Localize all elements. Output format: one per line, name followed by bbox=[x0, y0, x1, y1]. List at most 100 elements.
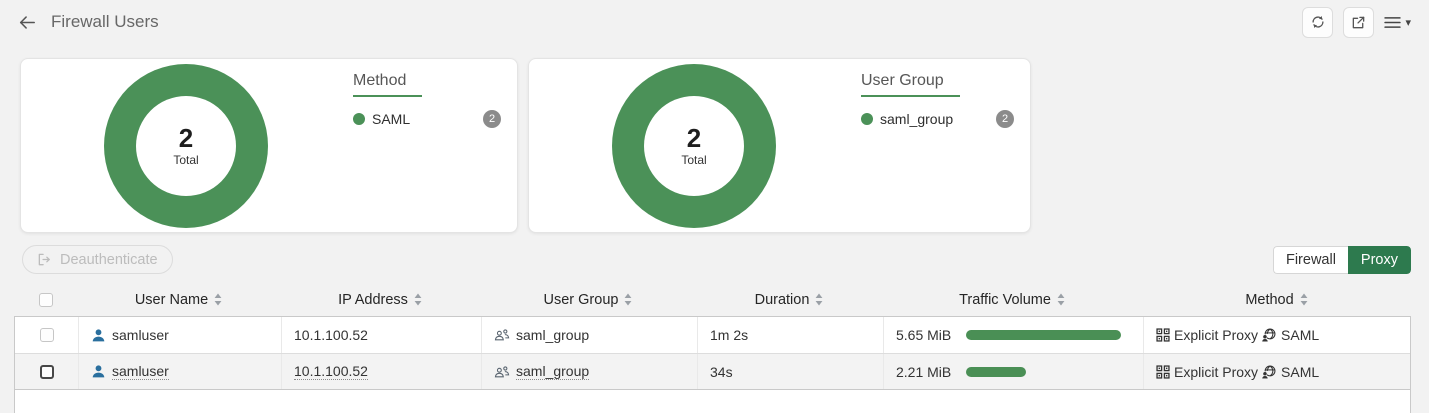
row-checkbox-cell bbox=[15, 317, 78, 353]
user-group-donut-center: 2 Total bbox=[644, 95, 744, 196]
user-group-cell: saml_group bbox=[481, 317, 697, 353]
caret-down-icon: ▾ bbox=[1405, 16, 1411, 29]
ip-address-value[interactable]: 10.1.100.52 bbox=[294, 327, 368, 343]
select-all-checkbox-cell bbox=[14, 292, 77, 307]
open-in-new-window-button[interactable] bbox=[1343, 6, 1375, 38]
sort-icon[interactable] bbox=[624, 293, 632, 306]
summary-cards: 2 Total Method SAML 2 2 Total User bbox=[20, 58, 1429, 233]
deauthenticate-label: Deauthenticate bbox=[60, 251, 158, 268]
duration-value: 34s bbox=[710, 363, 733, 380]
table-row[interactable]: samluser 10.1.100.52 saml_group 34s 2.21… bbox=[15, 353, 1410, 389]
row-checkbox[interactable] bbox=[39, 328, 54, 342]
hamburger-icon bbox=[1384, 16, 1402, 29]
user-group-donut-area: 2 Total bbox=[529, 59, 859, 232]
duration-value: 1m 2s bbox=[710, 327, 749, 343]
traffic-volume-cell: 2.21 MiB bbox=[883, 354, 1143, 389]
traffic-volume-value: 5.65 MiB bbox=[896, 327, 952, 343]
method-donut-area: 2 Total bbox=[21, 59, 351, 232]
traffic-bar-track bbox=[966, 330, 1121, 340]
column-header-ip-address[interactable]: IP Address bbox=[280, 292, 480, 308]
method-total-value: 2 bbox=[178, 122, 194, 153]
menu-button[interactable]: ▾ bbox=[1384, 16, 1411, 29]
user-group-cell: saml_group bbox=[481, 354, 697, 389]
arrow-left-icon bbox=[18, 15, 36, 30]
ip-address-cell: 10.1.100.52 bbox=[281, 317, 481, 353]
globe-user-icon bbox=[1261, 328, 1277, 342]
back-button[interactable] bbox=[16, 13, 38, 32]
method-auth: SAML bbox=[1261, 364, 1319, 380]
method-auth: SAML bbox=[1261, 327, 1319, 343]
legend-count-badge: 2 bbox=[996, 110, 1014, 128]
table-empty-area bbox=[14, 390, 1411, 413]
firewall-proxy-toggle: Firewall Proxy bbox=[1272, 245, 1411, 274]
grid-icon bbox=[1156, 364, 1170, 379]
user-group-icon bbox=[494, 328, 510, 342]
user-name-cell: samluser bbox=[78, 317, 281, 353]
sort-icon[interactable] bbox=[414, 293, 422, 306]
method-donut-chart[interactable]: 2 Total bbox=[104, 63, 268, 228]
table-toolbar: Deauthenticate Firewall Proxy bbox=[22, 245, 1411, 274]
table-header-row: User Name IP Address User Group Duration… bbox=[14, 283, 1411, 316]
method-total-label: Total bbox=[173, 152, 199, 167]
method-legend-title: Method bbox=[353, 72, 423, 97]
table-row[interactable]: samluser 10.1.100.52 saml_group 1m 2s 5.… bbox=[15, 317, 1410, 353]
method-auth-label: SAML bbox=[1281, 327, 1320, 343]
method-auth-label: SAML bbox=[1281, 363, 1320, 380]
traffic-volume-bar bbox=[966, 366, 1027, 377]
toggle-proxy-button[interactable]: Proxy bbox=[1347, 245, 1411, 274]
method-legend-item-saml[interactable]: SAML 2 bbox=[353, 110, 501, 128]
method-cell: Explicit Proxy SAML bbox=[1143, 317, 1412, 353]
table-body: samluser 10.1.100.52 saml_group 1m 2s 5.… bbox=[14, 316, 1411, 390]
duration-cell: 1m 2s bbox=[697, 317, 883, 353]
grid-icon bbox=[1156, 328, 1170, 342]
method-legend: Method SAML 2 bbox=[351, 59, 517, 232]
user-group-total-value: 2 bbox=[686, 122, 702, 153]
method-proxy: Explicit Proxy bbox=[1156, 327, 1258, 343]
user-icon bbox=[91, 364, 106, 379]
top-bar: Firewall Users ▾ bbox=[0, 0, 1429, 44]
method-proxy-label: Explicit Proxy bbox=[1174, 363, 1259, 380]
user-group-legend-title: User Group bbox=[861, 72, 960, 97]
sort-icon[interactable] bbox=[1300, 293, 1308, 306]
legend-count-badge: 2 bbox=[483, 110, 501, 128]
sort-icon[interactable] bbox=[1057, 293, 1065, 306]
sort-icon[interactable] bbox=[815, 293, 823, 306]
deauthenticate-button[interactable]: Deauthenticate bbox=[22, 245, 173, 274]
row-checkbox[interactable] bbox=[39, 364, 54, 379]
user-group-legend-item-saml-group[interactable]: saml_group 2 bbox=[861, 110, 1014, 128]
legend-dot-icon bbox=[353, 113, 365, 125]
ip-address-cell: 10.1.100.52 bbox=[281, 354, 481, 389]
row-checkbox-cell bbox=[15, 354, 78, 389]
column-header-traffic-volume[interactable]: Traffic Volume bbox=[882, 292, 1142, 308]
page-title: Firewall Users bbox=[51, 12, 159, 31]
column-header-user-group[interactable]: User Group bbox=[480, 292, 696, 308]
column-header-user-name[interactable]: User Name bbox=[77, 292, 280, 308]
column-header-duration[interactable]: Duration bbox=[696, 292, 882, 308]
user-group-value[interactable]: saml_group bbox=[516, 363, 590, 380]
legend-item-label: saml_group bbox=[880, 111, 954, 127]
ip-address-value[interactable]: 10.1.100.52 bbox=[294, 363, 368, 380]
user-group-value[interactable]: saml_group bbox=[516, 327, 590, 343]
user-group-total-label: Total bbox=[681, 152, 707, 167]
traffic-volume-value: 2.21 MiB bbox=[896, 363, 952, 380]
refresh-icon bbox=[1310, 14, 1326, 30]
method-proxy-label: Explicit Proxy bbox=[1174, 327, 1259, 343]
method-donut-center: 2 Total bbox=[136, 95, 236, 196]
duration-cell: 34s bbox=[697, 354, 883, 389]
user-group-summary-card: 2 Total User Group saml_group 2 bbox=[528, 58, 1031, 233]
refresh-button[interactable] bbox=[1302, 6, 1334, 38]
method-cell: Explicit Proxy SAML bbox=[1143, 354, 1412, 389]
traffic-volume-bar bbox=[966, 330, 1121, 340]
select-all-checkbox[interactable] bbox=[38, 292, 53, 307]
traffic-bar-track bbox=[966, 366, 1121, 377]
user-group-icon bbox=[494, 365, 510, 379]
sort-icon[interactable] bbox=[214, 293, 222, 306]
logout-icon bbox=[37, 252, 52, 267]
user-name-value[interactable]: samluser bbox=[112, 327, 169, 343]
user-name-value[interactable]: samluser bbox=[112, 363, 169, 380]
top-bar-actions: ▾ bbox=[1302, 6, 1411, 38]
toggle-firewall-button[interactable]: Firewall bbox=[1272, 245, 1348, 274]
globe-user-icon bbox=[1261, 365, 1277, 379]
column-header-method[interactable]: Method bbox=[1142, 292, 1411, 308]
user-group-donut-chart[interactable]: 2 Total bbox=[612, 63, 776, 228]
